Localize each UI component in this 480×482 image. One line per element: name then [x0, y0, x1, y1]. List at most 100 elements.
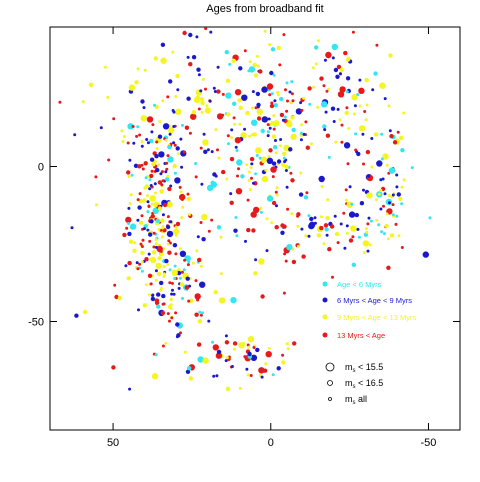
data-point [234, 89, 242, 96]
data-point [272, 127, 276, 131]
data-point [348, 185, 352, 189]
data-point [252, 346, 256, 349]
data-point [235, 188, 243, 195]
data-point [240, 132, 247, 139]
data-point [278, 144, 282, 148]
data-point [174, 177, 181, 184]
data-point [200, 182, 204, 186]
data-point [376, 160, 383, 167]
data-point [156, 271, 162, 277]
data-point [275, 204, 278, 208]
data-point [267, 346, 271, 350]
data-point [396, 130, 400, 134]
data-point [362, 188, 365, 192]
data-point [159, 288, 163, 292]
data-point [365, 230, 369, 234]
data-point [233, 122, 237, 126]
data-point [271, 200, 277, 206]
data-point [269, 70, 274, 76]
data-point [186, 192, 190, 196]
data-point [344, 198, 348, 202]
data-point [148, 187, 152, 191]
data-point [154, 204, 158, 207]
data-point [147, 204, 151, 208]
data-point [152, 231, 156, 235]
data-point [384, 223, 389, 229]
data-point [366, 192, 373, 199]
data-point [208, 99, 212, 103]
data-point [157, 206, 163, 211]
data-point [215, 352, 223, 359]
data-point [266, 83, 274, 90]
data-point [136, 218, 140, 222]
data-point [226, 112, 231, 117]
data-point [267, 117, 271, 121]
data-point [159, 280, 164, 286]
data-point [336, 64, 342, 70]
data-point [246, 343, 250, 347]
data-point [252, 181, 255, 185]
data-point [209, 30, 213, 34]
data-point [300, 123, 303, 127]
data-point [243, 49, 247, 53]
data-point [180, 216, 184, 220]
data-point [126, 141, 130, 145]
data-point [325, 233, 329, 237]
data-point [210, 180, 215, 185]
data-point [253, 271, 258, 276]
data-point [248, 66, 256, 73]
data-point [168, 241, 172, 245]
data-point [358, 78, 362, 82]
data-point [162, 302, 166, 306]
data-point [320, 215, 323, 219]
data-point [140, 260, 144, 264]
data-point [166, 174, 170, 178]
data-point [240, 174, 245, 179]
data-point [162, 275, 166, 278]
data-point [246, 111, 250, 115]
data-point [171, 269, 178, 276]
data-point [133, 241, 137, 245]
data-point [383, 192, 387, 196]
data-point [334, 140, 338, 144]
data-point [377, 223, 381, 227]
data-point [137, 308, 140, 312]
data-point [285, 109, 289, 113]
data-point [367, 174, 371, 178]
data-point [181, 123, 184, 127]
data-point [354, 132, 358, 136]
data-point [270, 221, 274, 225]
data-point [389, 233, 395, 238]
data-point [391, 203, 395, 207]
data-points [58, 27, 432, 392]
data-point [290, 133, 297, 140]
data-point [286, 244, 293, 251]
data-point [164, 177, 170, 182]
data-point [185, 276, 190, 281]
data-point [135, 134, 139, 138]
data-point [162, 264, 166, 268]
data-point [199, 146, 203, 150]
data-point [348, 211, 356, 218]
data-point [255, 347, 260, 353]
data-point [302, 96, 305, 100]
data-point [150, 296, 156, 302]
data-point [169, 306, 173, 310]
data-point [247, 178, 251, 182]
data-point [308, 221, 316, 228]
data-point [172, 292, 176, 296]
data-point [128, 84, 136, 91]
data-point [175, 73, 180, 79]
data-point [344, 188, 348, 192]
data-point [149, 138, 154, 144]
data-point [138, 199, 143, 204]
data-point [248, 188, 252, 191]
data-point [165, 123, 169, 127]
data-point [358, 87, 365, 95]
plot-frame [49, 26, 461, 431]
data-point [167, 239, 171, 243]
data-point [207, 319, 211, 323]
data-point [166, 215, 170, 219]
data-point [158, 151, 165, 158]
data-point [291, 259, 297, 265]
